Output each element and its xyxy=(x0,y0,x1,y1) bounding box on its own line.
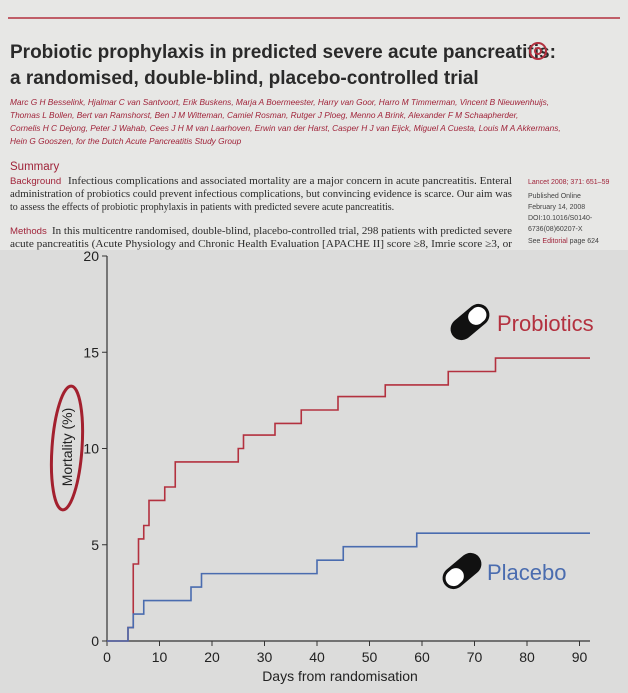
see: See xyxy=(528,238,541,245)
legend-label: Placebo xyxy=(487,560,567,585)
y-tick-label: 10 xyxy=(83,441,99,457)
author-line: Hein G Gooszen, for the Dutch Acute Panc… xyxy=(10,136,242,146)
see-editorial: See Editorial page 624 xyxy=(528,238,599,245)
probiotics-pill-icon xyxy=(450,303,490,341)
chart: 0 5 10 15 20 0 10 20 30 40 50 60 70 80 90 Days from ran… xyxy=(59,248,594,684)
y-tick-label: 20 xyxy=(83,248,99,264)
series-line xyxy=(107,532,590,642)
author-line: Cornelis H C Dejong, Peter J Wahab, Cees… xyxy=(10,123,561,133)
abstract-line: acute pancreatitis (Acute Physiology and… xyxy=(10,239,513,250)
x-tick-label: 10 xyxy=(152,649,168,665)
y-tick-label: 15 xyxy=(83,344,99,360)
placebo-pill-icon xyxy=(442,552,482,590)
abstract-line: administration of probiotics could preve… xyxy=(10,189,512,200)
y-tick-label: 5 xyxy=(91,537,99,553)
legend-label: Probiotics xyxy=(497,311,594,336)
section-label: Background xyxy=(10,176,61,187)
ylabel-circle xyxy=(49,384,85,512)
x-axis-label: Days from randomisation xyxy=(262,668,418,684)
chart-background xyxy=(0,250,628,693)
editorial-link: Editorial xyxy=(542,238,568,245)
side-column: Lancet 2008; 371: 651–59 Published Onlin… xyxy=(528,179,609,245)
y-axis-label: Mortality (%) xyxy=(59,408,75,487)
summary-heading: Summary xyxy=(10,161,59,173)
x-tick-label: 50 xyxy=(362,649,378,665)
side-line: Published Online xyxy=(528,193,581,200)
side-line: February 14, 2008 xyxy=(528,204,585,211)
side-line: DOI:10.1016/S0140- xyxy=(528,215,593,222)
x-tick-label: 70 xyxy=(467,649,483,665)
page-ref: page 624 xyxy=(570,238,599,245)
section-label: Methods xyxy=(10,226,47,237)
paper-title: a randomised, double-blind, placebo-cont… xyxy=(10,68,479,89)
authors: Marc G H Besselink, Hjalmar C van Santvo… xyxy=(10,97,561,146)
abstract: Background Infectious complications and … xyxy=(10,176,513,250)
x-tick-label: 0 xyxy=(103,649,111,665)
abstract-line: In this multicentre randomised, double-b… xyxy=(52,226,513,237)
paper-title: Probiotic prophylaxis in predicted sever… xyxy=(10,42,556,63)
side-line: 6736(08)60207-X xyxy=(528,226,583,233)
x-tick-label: 90 xyxy=(572,649,588,665)
author-line: Thomas L Bollen, Bert van Ramshorst, Ben… xyxy=(10,110,518,120)
author-line: Marc G H Besselink, Hjalmar C van Santvo… xyxy=(10,97,549,107)
y-tick-label: 0 xyxy=(91,633,99,649)
citation: Lancet 2008; 371: 651–59 xyxy=(528,179,609,186)
open-access-icon xyxy=(529,42,547,60)
abstract-line: to assess the effects of probiotic proph… xyxy=(10,202,394,213)
x-tick-label: 40 xyxy=(309,649,325,665)
x-tick-label: 30 xyxy=(257,649,273,665)
series-line xyxy=(107,357,590,642)
x-tick-label: 20 xyxy=(204,649,220,665)
x-tick-label: 60 xyxy=(414,649,430,665)
abstract-line: Infectious complications and associated … xyxy=(68,176,512,187)
x-tick-label: 80 xyxy=(519,649,535,665)
